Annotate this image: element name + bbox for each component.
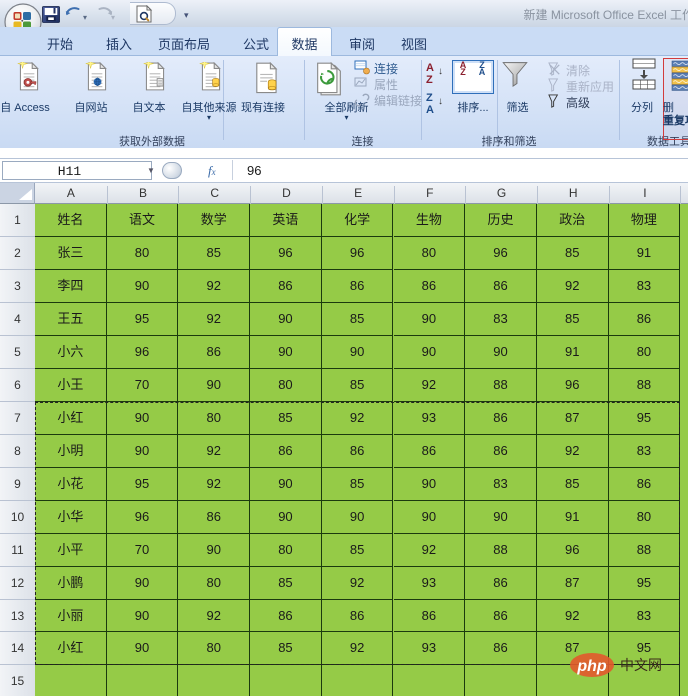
svg-text:中文网: 中文网 <box>620 657 662 673</box>
svg-text:php: php <box>576 658 607 675</box>
